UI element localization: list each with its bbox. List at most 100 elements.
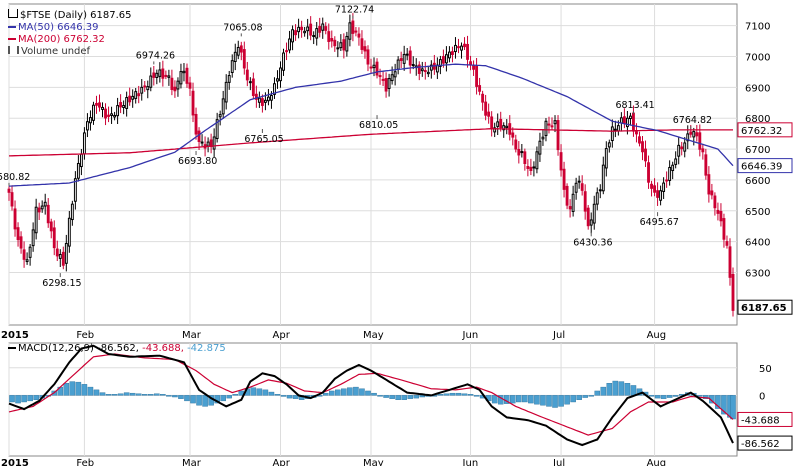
candle-body	[327, 31, 331, 42]
candle-body	[89, 117, 92, 124]
candle-body	[514, 139, 518, 150]
histogram-bar	[99, 392, 106, 396]
histogram-bar	[660, 395, 667, 399]
price-tag-box	[737, 158, 793, 174]
candle-body	[728, 246, 732, 278]
histogram-bar	[268, 391, 275, 396]
candle-body	[224, 81, 228, 103]
candle-body	[451, 51, 454, 56]
histogram-bar	[15, 395, 21, 404]
candle-body	[662, 182, 666, 192]
candle-body	[680, 146, 684, 150]
candle-body	[279, 67, 282, 82]
histogram-bar	[286, 395, 293, 399]
candle-body	[472, 65, 476, 70]
candle-body	[650, 183, 653, 189]
candle-body	[55, 248, 59, 257]
candle-body	[336, 47, 340, 50]
candle-body	[185, 67, 189, 84]
candle-body	[245, 69, 249, 81]
candle-body	[10, 192, 14, 207]
candle-body	[574, 182, 578, 193]
candle-body	[218, 114, 222, 118]
candle-body	[731, 273, 735, 311]
candle-body	[104, 108, 107, 119]
candle-body	[291, 29, 295, 43]
candle-body	[215, 119, 219, 139]
candle-body	[463, 43, 466, 48]
histogram-bar	[582, 395, 588, 398]
histogram-bar	[437, 394, 444, 396]
candle-body	[357, 33, 361, 38]
histogram-bar	[455, 392, 462, 396]
histogram-value: -42.875	[187, 343, 226, 354]
candle-body	[351, 20, 355, 34]
candle-body	[384, 78, 388, 92]
histogram-bar	[730, 395, 736, 420]
candle-body	[475, 65, 479, 87]
candle-body	[167, 75, 171, 78]
candle-body	[134, 91, 138, 99]
candle-body	[197, 130, 201, 142]
candle-body	[457, 46, 460, 49]
candle-body	[101, 106, 104, 110]
histogram-bar	[618, 381, 625, 396]
histogram-bar	[69, 381, 76, 396]
candle-body	[399, 58, 403, 61]
candle-body	[146, 86, 150, 91]
price-annotation: 6813.41	[615, 100, 654, 111]
candle-body	[378, 75, 382, 78]
candle-body	[447, 51, 451, 59]
price-ytick-label: 6600	[745, 176, 770, 187]
candle-body	[113, 114, 117, 118]
candle-body	[149, 75, 153, 88]
candle-body	[85, 121, 89, 131]
candle-body	[37, 207, 41, 213]
candle-body	[300, 26, 304, 31]
candle-body	[484, 101, 488, 116]
candle-body	[653, 185, 657, 193]
candle-body	[270, 95, 273, 101]
candle-body	[34, 206, 38, 234]
candle-body	[487, 111, 491, 117]
candle-body	[273, 83, 276, 95]
candle-body	[254, 93, 258, 100]
candle-body	[704, 154, 708, 176]
price-annotation: 6693.80	[178, 156, 217, 167]
histogram-bar	[250, 387, 257, 396]
histogram-bar	[154, 393, 160, 396]
candle-body	[170, 77, 174, 90]
price-ytick-label: 7100	[745, 22, 770, 33]
candle-body	[595, 192, 599, 205]
candle-body	[354, 30, 358, 33]
histogram-bar	[341, 388, 347, 396]
histogram-bar	[280, 395, 287, 397]
histogram-bar	[141, 394, 148, 396]
price-tag-box	[737, 299, 793, 315]
candle-body	[363, 46, 367, 52]
candle-body	[155, 72, 159, 79]
histogram-bar	[606, 383, 613, 396]
histogram-bar	[148, 394, 154, 396]
candle-body	[698, 132, 702, 150]
candle-body	[713, 195, 717, 209]
candle-body	[592, 203, 596, 224]
candle-body	[444, 54, 448, 64]
price-xtick-label: Aug	[647, 330, 667, 341]
candle-body	[98, 102, 101, 108]
candle-body	[116, 105, 120, 117]
macd-label: MACD(12,26,9)	[18, 343, 94, 354]
candle-body	[438, 59, 442, 67]
candle-body	[324, 26, 328, 31]
candle-body	[49, 221, 53, 232]
candle-body	[19, 236, 23, 249]
signal-value: -43.688,	[142, 343, 184, 354]
candle-body	[544, 120, 548, 137]
price-annotation: 7122.74	[335, 5, 374, 16]
candle-body	[625, 117, 629, 128]
candle-body	[260, 98, 264, 106]
candle-body	[511, 132, 515, 138]
candle-body	[469, 61, 472, 65]
candle-body	[390, 74, 394, 82]
candle-body	[257, 97, 261, 103]
